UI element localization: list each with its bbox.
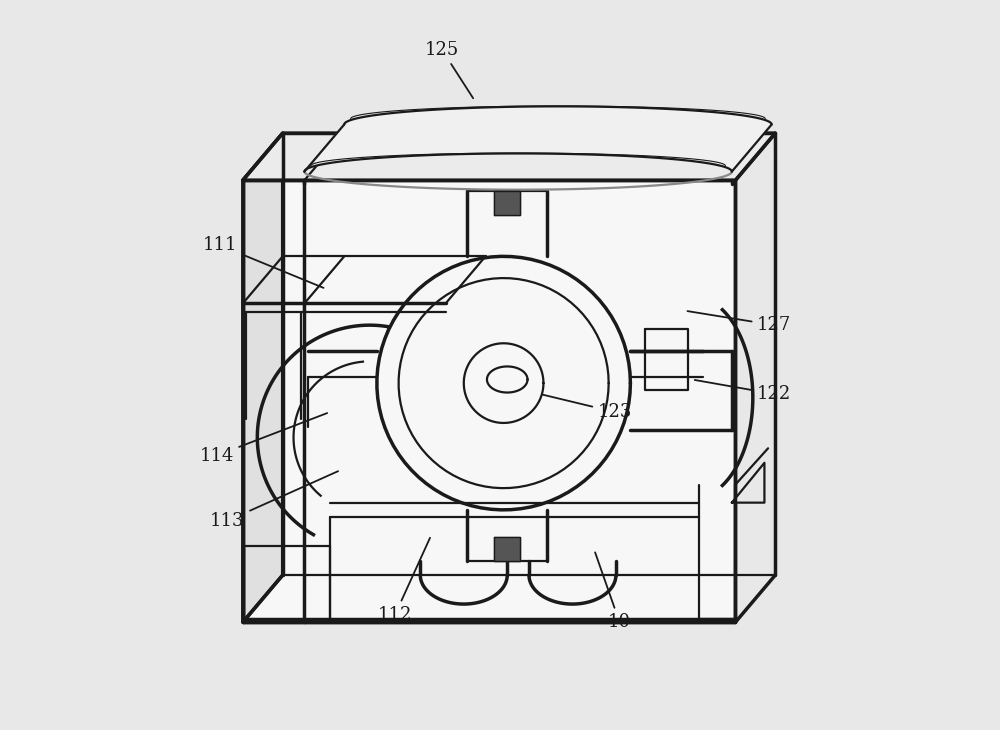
Text: 112: 112	[378, 538, 430, 624]
Polygon shape	[243, 180, 735, 622]
Text: 125: 125	[425, 41, 473, 99]
Text: 127: 127	[687, 311, 791, 334]
Polygon shape	[494, 191, 520, 215]
Polygon shape	[243, 133, 283, 622]
Polygon shape	[494, 537, 520, 561]
Text: 122: 122	[695, 380, 791, 403]
Text: 123: 123	[543, 395, 632, 421]
Text: 10: 10	[595, 553, 631, 631]
Polygon shape	[243, 133, 775, 180]
Polygon shape	[732, 463, 764, 503]
Polygon shape	[304, 107, 772, 172]
Text: 113: 113	[210, 471, 338, 530]
Text: 114: 114	[199, 413, 327, 464]
Text: 111: 111	[203, 237, 324, 288]
